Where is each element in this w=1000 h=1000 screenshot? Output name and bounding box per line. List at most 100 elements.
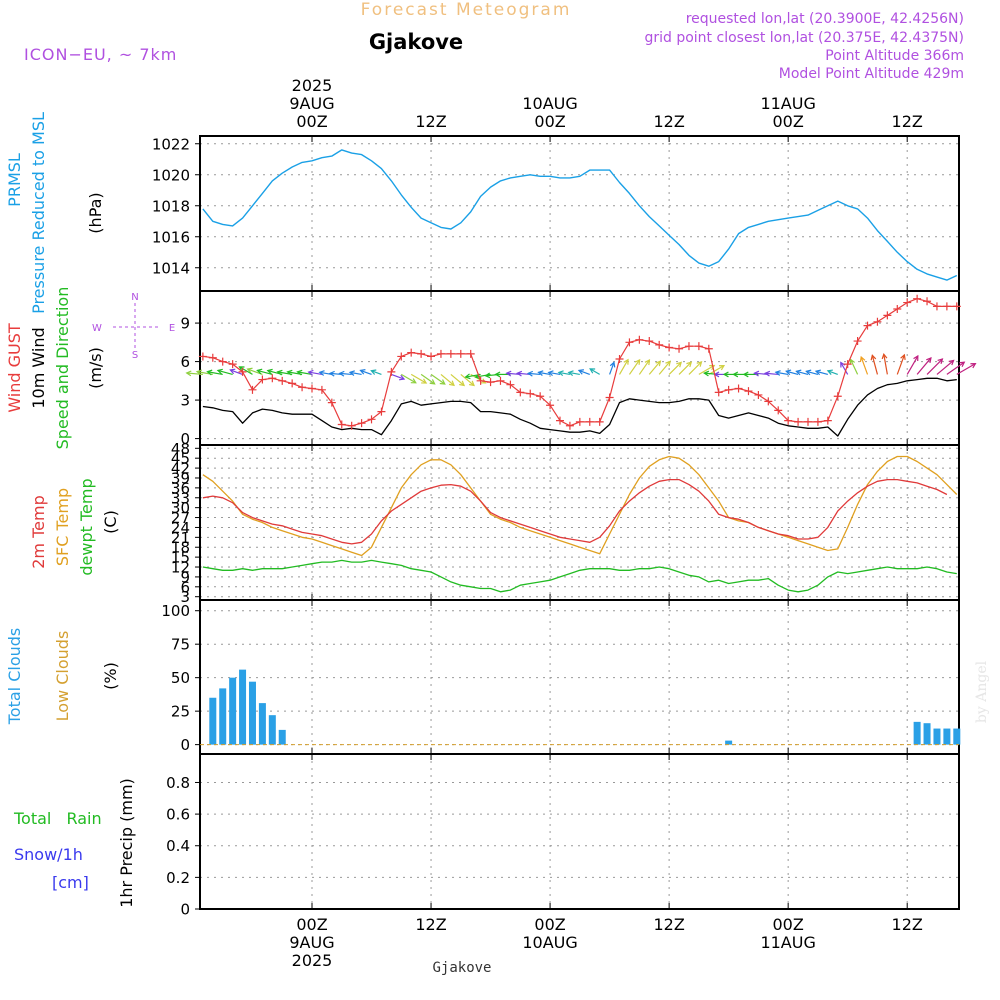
wind-arrow	[688, 361, 702, 375]
total-cloud-bar	[953, 728, 961, 745]
bottom-tick-label: 9AUG	[289, 933, 334, 952]
gust-marker	[327, 398, 336, 407]
wind-arrow	[708, 365, 725, 375]
bottom-tick-label: 00Z	[772, 915, 803, 934]
gust-marker	[635, 335, 644, 344]
wind-arrows	[185, 352, 977, 387]
dewpt-line	[202, 559, 957, 593]
total-cloud-bar	[258, 703, 266, 745]
wind-arrow	[775, 371, 789, 376]
wind-arrow-head	[246, 367, 253, 374]
wind-arrow-head	[348, 370, 355, 376]
pressure-line	[202, 149, 958, 281]
gust-marker	[932, 302, 941, 311]
y-tick-label: 100	[161, 602, 190, 620]
gust-marker	[575, 417, 584, 426]
gust-marker	[744, 387, 753, 396]
wind-arrow-head	[577, 369, 584, 375]
y-tick-label: 0	[180, 736, 190, 754]
wind-arrow-head	[464, 373, 471, 380]
y-tick-label: 3	[180, 588, 190, 606]
wind-arrow	[638, 359, 650, 375]
y-tick-label: 48	[171, 440, 190, 458]
wind-arrow-head	[547, 370, 554, 377]
gust-marker	[813, 417, 822, 426]
wind-arrow-head	[216, 368, 223, 375]
gust-marker	[923, 297, 932, 306]
bottom-tick-label: 12Z	[653, 915, 684, 934]
total-cloud-bar	[933, 728, 941, 745]
wind-arrow-head	[370, 369, 377, 375]
gust-marker	[526, 389, 535, 398]
compass-n: N	[131, 292, 138, 303]
wind-arrow-head	[567, 370, 574, 377]
wind-arrow	[840, 362, 849, 375]
gust-marker	[625, 338, 634, 347]
wind-arrow-head	[696, 360, 703, 367]
gust-marker	[337, 420, 346, 429]
gust-marker	[764, 397, 773, 406]
wind-arrow-head	[307, 369, 314, 376]
location-title: Gjakove	[369, 30, 463, 54]
total-cloud-bar	[219, 688, 227, 745]
footer-location: Gjakove	[432, 960, 491, 976]
wind-arrow	[349, 371, 362, 376]
wind-arrow-head	[753, 370, 760, 377]
gust-marker	[794, 417, 803, 426]
gust-marker	[843, 360, 852, 369]
wind-arrow-head	[785, 369, 792, 376]
gust-marker	[942, 302, 951, 311]
chart-title: Forecast Meteogram	[361, 0, 572, 20]
bottom-tick-label: 00Z	[296, 915, 327, 934]
gust-marker	[436, 349, 445, 358]
wind-arrow-head	[505, 370, 512, 377]
precip-label-cm: [cm]	[52, 873, 89, 892]
gust-marker	[645, 337, 654, 346]
wind-arrow	[956, 363, 976, 375]
wind-arrow-head	[206, 369, 213, 376]
gust-marker	[298, 383, 307, 392]
gust-marker	[446, 349, 455, 358]
wind-arrow-head	[589, 368, 596, 374]
top-tick-label: 2025	[292, 76, 333, 95]
total-cloud-bar	[278, 729, 286, 745]
wind-arrow-head	[826, 369, 833, 375]
wind-arrow-head	[448, 380, 455, 387]
y-tick-label: 24	[171, 519, 190, 537]
y-tick-label: 9	[180, 315, 190, 333]
wind-arrow	[330, 372, 342, 376]
wind-arrow-head	[256, 368, 263, 375]
temp-label-dewpt: dewpt Temp	[77, 478, 96, 575]
y-tick-label: 42	[171, 460, 190, 478]
panel-frame	[199, 599, 960, 755]
clouds-label-unit: (%)	[101, 662, 120, 690]
y-tick-label: 9	[180, 568, 190, 586]
compass-s: S	[132, 350, 138, 361]
top-tick-label: 00Z	[296, 112, 327, 131]
wind-arrow-head	[948, 359, 955, 366]
wind-arrow	[371, 370, 382, 375]
y-tick-label: 6	[180, 353, 190, 371]
wind-arrow	[257, 369, 273, 375]
gust-marker	[308, 384, 316, 393]
y-tick-label: 1014	[152, 259, 190, 277]
gust-marker	[704, 344, 713, 353]
gust-marker	[714, 388, 723, 397]
gust-marker	[595, 417, 604, 426]
wind-arrow-head	[537, 370, 544, 376]
gust-marker	[516, 388, 525, 397]
y-tick-label: 36	[171, 479, 190, 497]
clouds-panel: 0 25 50 75 100 Total Clouds Low Clouds (%)	[5, 599, 961, 755]
total-cloud-bar	[229, 677, 237, 745]
wind-arrow-head	[814, 369, 822, 376]
compass-w: W	[92, 323, 102, 334]
gust-marker	[774, 406, 783, 415]
wind-arrow-head	[644, 359, 651, 366]
wind-arrow	[217, 369, 233, 375]
wind-arrow-head	[774, 370, 781, 376]
gust-marker	[466, 349, 475, 358]
gust-marker	[665, 343, 674, 352]
